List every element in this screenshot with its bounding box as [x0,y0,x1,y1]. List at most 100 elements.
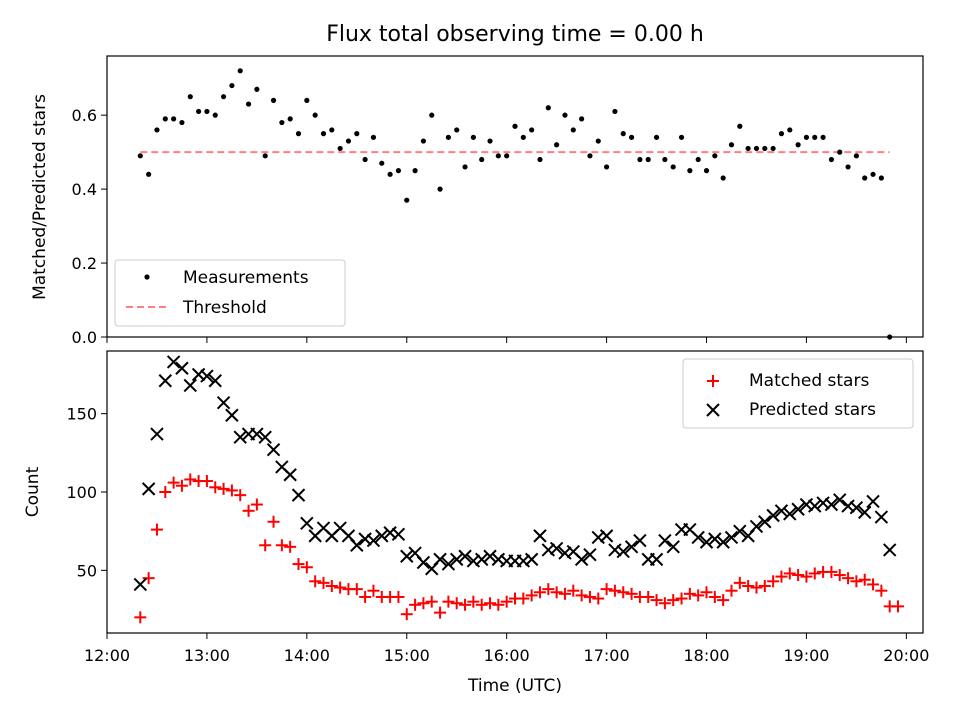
matched-star-point [242,504,255,517]
measurement-point [695,156,701,163]
matched-star-point [150,523,163,536]
predicted-star-point [649,552,664,567]
predicted-star-point [375,529,389,543]
count-y-ticks: 50 100 150 [66,405,107,580]
predicted-star-point [158,374,172,388]
predicted-star-point [166,355,181,369]
y-tick-label: 0.2 [72,254,97,273]
measurement-point [171,116,177,122]
measurement-point [137,153,143,159]
measurement-point [520,134,526,140]
measurement-point [837,149,843,155]
predicted-star-point [458,549,472,563]
predicted-star-point [416,555,431,570]
predicted-star-point [266,442,281,457]
y-tick-label: 0.4 [72,180,97,199]
predicted-star-point [766,508,780,523]
measurement-point [728,142,735,148]
measurement-point [637,156,643,163]
matched-star-point [234,489,247,502]
measurement-point [412,168,418,174]
matched-star-point [767,575,780,588]
matched-star-point [334,581,347,594]
count-marks [133,355,905,624]
predicted-star-point [733,524,747,538]
matched-star-point [467,595,480,608]
x-axis-label: Time (UTC) [467,676,562,696]
measurement-point [770,145,776,152]
matched-star-point [658,597,671,610]
measurement-point [295,131,302,137]
matched-star-point [134,611,147,624]
measurement-point [146,171,152,177]
matched-star-point [667,594,680,607]
x-tick-label: 15:00 [384,646,430,665]
measurement-point [220,94,227,100]
measurement-point [812,134,818,140]
matched-star-point [742,580,755,592]
matched-star-point [350,583,363,596]
matched-star-point [492,598,505,611]
predicted-star-point [841,499,855,513]
y-tick-label: 0.6 [72,106,97,125]
predicted-star-point [516,554,531,568]
measurement-point [379,160,385,166]
measurement-point [337,145,343,152]
predicted-star-point [824,497,839,512]
measurement-point [878,175,884,181]
measurement-point [687,168,693,174]
measurement-point [404,197,410,203]
predicted-star-point [724,530,739,545]
matched-star-point [159,486,172,498]
measurement-point [445,134,451,140]
measurement-point [437,186,443,192]
matched-star-point [325,580,338,592]
measurement-point [795,142,801,148]
measurement-point [587,153,593,159]
measurement-point [204,108,210,115]
measurement-point [737,123,743,129]
predicted-star-point [758,515,772,529]
measurement-point [187,94,193,100]
matched-star-point [484,597,497,610]
measurement-point [628,134,635,140]
predicted-star-point [358,532,372,546]
matched-star-point [317,576,330,589]
matched-star-point [617,586,630,599]
predicted-star-point [608,543,622,557]
matched-star-point [359,590,372,603]
measurement-point [745,145,751,152]
measurement-point [387,171,393,177]
predicted-star-point [450,552,464,567]
measurement-point [479,156,485,163]
matched-star-point [284,540,297,553]
measurement-point [245,101,252,107]
measurement-point [462,164,468,170]
matched-star-point [808,567,821,580]
measurement-point [828,156,835,163]
measurement-point [495,153,501,159]
matched-star-point [833,569,846,582]
matched-star-point [700,586,713,599]
matched-star-point [683,587,696,600]
predicted-star-point [258,430,272,444]
predicted-star-point [666,540,680,554]
predicted-star-point [283,468,297,482]
measurement-point [279,119,285,126]
measurement-point [287,116,293,122]
ratio-legend-box [114,259,346,327]
predicted-star-point [150,427,164,441]
predicted-star-point [183,378,197,393]
matched-star-point [142,572,155,585]
measurement-point [512,123,518,129]
measurement-point [570,127,576,133]
matched-star-point [775,570,788,583]
matched-star-point [825,565,838,578]
predicted-star-point [191,367,206,382]
measurement-point [662,156,668,163]
matched-star-point [758,580,771,592]
measurement-point [304,97,310,103]
measurement-point [395,168,402,174]
matched-star-point [550,586,563,599]
